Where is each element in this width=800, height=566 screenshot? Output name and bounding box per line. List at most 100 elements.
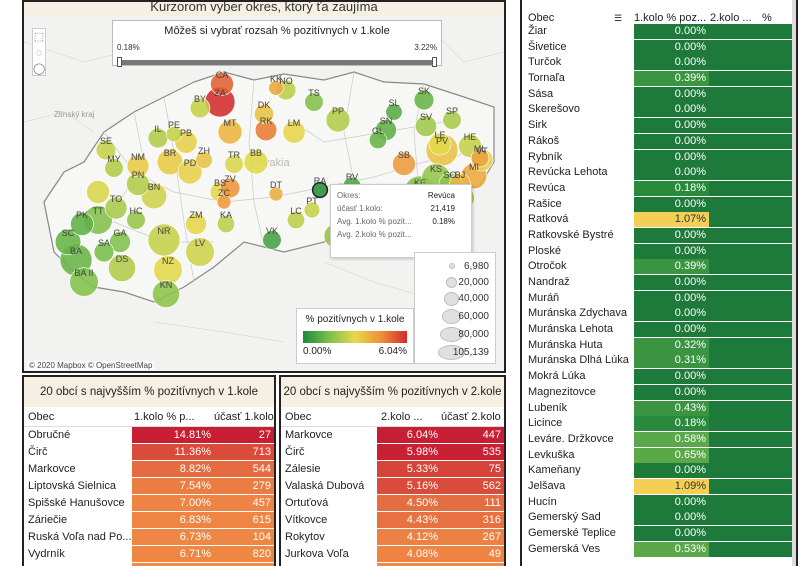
table-row[interactable]: Kameňany 0.00%: [522, 463, 796, 479]
scrollbar[interactable]: [792, 0, 796, 566]
range-handle-max[interactable]: [432, 57, 437, 67]
table-row[interactable]: Nandraž 0.00%: [522, 275, 796, 291]
table-row[interactable]: Záriečie 6.83% 615: [24, 512, 274, 529]
bubble-pk[interactable]: [70, 212, 94, 236]
bubble-gl[interactable]: [368, 131, 387, 150]
bubble-by[interactable]: [189, 97, 211, 119]
bubble-pd[interactable]: [177, 159, 203, 185]
table-row[interactable]: Revúcka Lehota 0.00%: [522, 165, 796, 181]
bubble-lc[interactable]: [286, 211, 305, 230]
bubble-ga[interactable]: [109, 231, 131, 253]
bubble-mt[interactable]: [217, 119, 243, 145]
table-row[interactable]: Otročok 0.39%: [522, 259, 796, 275]
bubble-sv[interactable]: [415, 115, 437, 137]
table-row[interactable]: Vítkovce 4.43% 316: [281, 512, 504, 529]
bubble-tr[interactable]: [224, 154, 244, 174]
bubble-kn[interactable]: [152, 280, 180, 308]
bubble-group[interactable]: PV KE NR BA ZA KS TT LV NZ BA II DS KN BR MI BN SC PP MT P…: [54, 70, 494, 308]
table-row[interactable]: Muránska Lehota 0.00%: [522, 322, 796, 338]
table-row[interactable]: Muránska Dlhá Lúka 0.31%: [522, 353, 796, 369]
table-row[interactable]: Čirč 11.36% 713: [24, 444, 274, 461]
column-header[interactable]: 2.kolo ...: [381, 411, 423, 423]
table-row[interactable]: Obručné 14.81% 27: [24, 427, 274, 444]
table-row[interactable]: Spišské Hanušovce 7.00% 457: [24, 495, 274, 512]
table-row[interactable]: Gemerská Ves 0.53%: [522, 541, 796, 558]
select-radial-icon[interactable]: ◌: [35, 47, 43, 59]
table-row[interactable]: Tornaľa 0.39%: [522, 71, 796, 87]
bubble-sb[interactable]: [392, 152, 416, 176]
column-header[interactable]: 1.kolo % p...: [134, 411, 195, 423]
table-row[interactable]: Markovce 6.04% 447: [281, 427, 504, 444]
bubble-ds[interactable]: [108, 254, 136, 282]
table-row[interactable]: Gemerský Sad 0.00%: [522, 510, 796, 526]
table-row[interactable]: Mokrá Lúka 0.00%: [522, 369, 796, 385]
table-row[interactable]: Valaská Dubová 5.16% 562: [281, 478, 504, 495]
column-header[interactable]: Obec: [528, 12, 555, 24]
bubble-sk[interactable]: [413, 89, 435, 111]
bubble-pe[interactable]: [166, 126, 183, 143]
table-row[interactable]: Sirk 0.00%: [522, 118, 796, 134]
bubble-ka[interactable]: [217, 215, 236, 234]
table-row[interactable]: Lubeník 0.43%: [522, 400, 796, 417]
bubble-vk[interactable]: [262, 230, 282, 250]
bubble-sp[interactable]: [442, 110, 462, 130]
bubble-le[interactable]: [428, 132, 452, 156]
table-row[interactable]: Muránska Zdychava 0.00%: [522, 306, 796, 322]
column-header[interactable]: účasť 2.kolo: [441, 411, 501, 423]
table-row[interactable]: Skerešovo 0.00%: [522, 102, 796, 118]
bubble-lm[interactable]: [282, 120, 306, 144]
bubble-dk[interactable]: [254, 104, 275, 125]
table-row[interactable]: Ratkovské Bystré 0.00%: [522, 227, 796, 244]
table-row[interactable]: Šivetice 0.00%: [522, 39, 796, 56]
map-attribution[interactable]: © 2020 Mapbox © OpenStreetMap: [27, 361, 155, 370]
bubble-hc[interactable]: [126, 210, 146, 230]
table-row[interactable]: Revúca 0.18%: [522, 180, 796, 197]
table-row[interactable]: Čirč 5.98% 535: [281, 444, 504, 461]
table-row[interactable]: Ortuťová 4.50% 111: [281, 495, 504, 512]
table-row[interactable]: Ratková 1.07%: [522, 212, 796, 228]
bubble-lv[interactable]: [185, 237, 215, 267]
bubble-sc[interactable]: [54, 228, 82, 256]
bubble-dt[interactable]: [268, 186, 284, 202]
table-row[interactable]: Rybník 0.00%: [522, 149, 796, 166]
table-row[interactable]: Turčok 0.00%: [522, 55, 796, 71]
bubble-se[interactable]: [95, 139, 117, 161]
table-row[interactable]: Jurkova Voľa 4.08% 49: [281, 546, 504, 563]
bubble-sl[interactable]: [385, 103, 403, 121]
bubble-sa[interactable]: [93, 241, 115, 263]
table-row[interactable]: Muráň 0.00%: [522, 290, 796, 307]
table-row[interactable]: Muránska Huta 0.32%: [522, 337, 796, 354]
table-row[interactable]: Sása 0.00%: [522, 86, 796, 103]
table-row[interactable]: Levkuška 0.65%: [522, 447, 796, 464]
bubble-my[interactable]: [104, 158, 124, 178]
table-row[interactable]: Magnezitovce 0.00%: [522, 384, 796, 401]
bubble-zc[interactable]: [216, 194, 232, 210]
bubble-bb[interactable]: [243, 149, 269, 175]
bubble-zh[interactable]: [195, 151, 213, 169]
bubble-ra[interactable]: [311, 181, 329, 199]
table-row[interactable]: Ploské 0.00%: [522, 243, 796, 260]
bubble-se2[interactable]: [86, 180, 110, 204]
table-row[interactable]: Gemerské Teplice 0.00%: [522, 526, 796, 542]
select-rect-icon[interactable]: ⬚: [33, 31, 45, 43]
table-row[interactable]: Zálesie 5.33% 75: [281, 461, 504, 478]
bubble-kk[interactable]: [268, 80, 284, 96]
table-row[interactable]: Licince 0.18%: [522, 416, 796, 432]
column-header[interactable]: 1.kolo % poz...: [634, 12, 707, 24]
bubble-zm[interactable]: [185, 213, 207, 235]
table-row[interactable]: Markovce 8.82% 544: [24, 461, 274, 478]
bubble-ts[interactable]: [304, 92, 324, 112]
select-lasso-icon[interactable]: ◯: [33, 63, 46, 75]
bubble-br[interactable]: [156, 148, 184, 176]
bubble-nm[interactable]: [126, 154, 150, 178]
table-row[interactable]: Leváre. Držkovce 0.58%: [522, 431, 796, 448]
bubble-ba-ii[interactable]: [69, 267, 99, 297]
table-row[interactable]: Liptovská Sielnica 7.54% 279: [24, 478, 274, 495]
range-handle-min[interactable]: [117, 57, 122, 67]
table-row[interactable]: Jelšava 1.09%: [522, 478, 796, 495]
column-header[interactable]: Obec: [28, 411, 55, 423]
bubble-ca[interactable]: [210, 72, 234, 96]
table-row[interactable]: Vydrník 6.71% 820: [24, 546, 274, 563]
bubble-pt[interactable]: [303, 201, 321, 219]
sort-icon[interactable]: ☰: [614, 13, 623, 23]
